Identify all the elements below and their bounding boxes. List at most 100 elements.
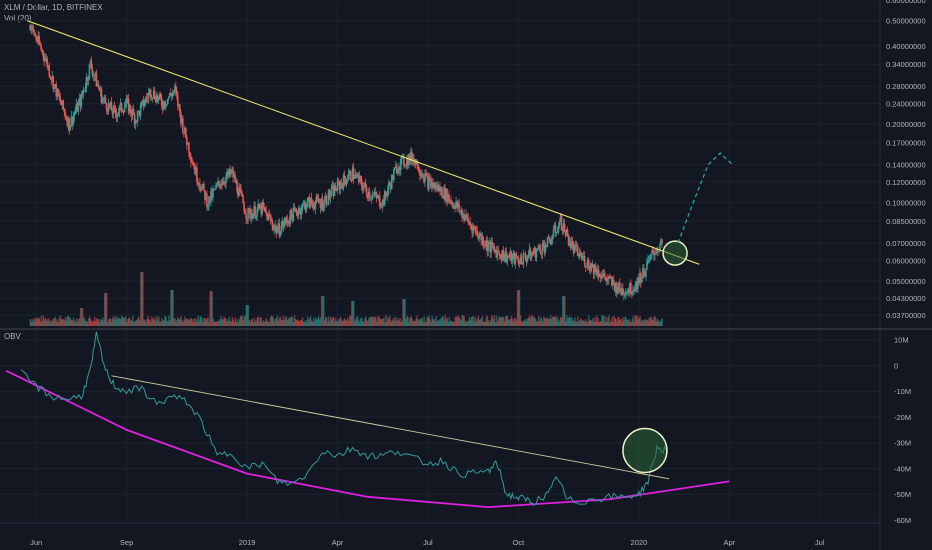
candle-body bbox=[568, 242, 571, 246]
candle-body bbox=[166, 98, 169, 105]
candle-body bbox=[120, 102, 123, 111]
volume-bar bbox=[624, 316, 626, 326]
candle-body bbox=[459, 210, 461, 212]
candle-body bbox=[268, 214, 271, 216]
volume-bar bbox=[335, 317, 337, 326]
volume-bar bbox=[296, 319, 299, 326]
volume-bar bbox=[56, 319, 59, 326]
candle-body bbox=[600, 274, 603, 279]
volume-bar bbox=[563, 296, 565, 326]
candle-body bbox=[230, 171, 232, 175]
volume-bar bbox=[47, 318, 50, 326]
volume-bar bbox=[304, 320, 307, 326]
candle-body bbox=[152, 90, 155, 98]
candle-body bbox=[619, 282, 621, 290]
candle-body bbox=[351, 167, 354, 181]
candle-body bbox=[454, 204, 456, 209]
volume-bar bbox=[605, 316, 607, 326]
candle-body bbox=[589, 263, 592, 271]
volume-bar bbox=[647, 321, 649, 326]
volume-bar bbox=[353, 300, 355, 326]
volume-bar bbox=[238, 319, 240, 326]
candle-body bbox=[85, 77, 88, 89]
volume-bar bbox=[606, 321, 608, 326]
volume-bar bbox=[211, 291, 213, 326]
volume-bar bbox=[541, 321, 544, 326]
candle-body bbox=[388, 183, 391, 185]
volume-bar bbox=[564, 296, 566, 326]
volume-bar bbox=[487, 320, 490, 326]
volume-bar bbox=[420, 318, 422, 326]
candle-body bbox=[596, 269, 599, 276]
volume-bar bbox=[592, 318, 594, 326]
price-tick-label: 0.14000000 bbox=[886, 161, 926, 170]
candle-body bbox=[229, 169, 231, 175]
volume-bar bbox=[178, 319, 180, 326]
volume-bar bbox=[66, 316, 69, 326]
volume-bar bbox=[37, 317, 40, 326]
candle-body bbox=[453, 206, 455, 209]
candle-body bbox=[309, 197, 312, 208]
volume-bar bbox=[547, 318, 550, 326]
volume-bar bbox=[88, 316, 91, 326]
candle-body bbox=[560, 214, 563, 230]
candle-body bbox=[521, 263, 524, 265]
volume-bar bbox=[190, 318, 192, 326]
volume-bar bbox=[621, 321, 623, 326]
volume-bar bbox=[159, 321, 161, 326]
volume-bar bbox=[513, 318, 516, 326]
volume-bar bbox=[490, 316, 493, 326]
candle-body bbox=[66, 119, 69, 127]
candle-body bbox=[133, 113, 136, 125]
volume-bar bbox=[567, 317, 569, 326]
volume-bar bbox=[95, 317, 98, 326]
candle-body bbox=[627, 289, 629, 292]
volume-bar bbox=[324, 316, 327, 326]
volume-bar bbox=[319, 317, 322, 326]
volume-bar bbox=[611, 316, 613, 326]
volume-bar bbox=[612, 322, 614, 326]
volume-bar bbox=[200, 316, 202, 326]
candle-body bbox=[403, 155, 405, 166]
volume-bar bbox=[250, 319, 253, 326]
volume-bar bbox=[503, 321, 506, 326]
candle-body bbox=[218, 181, 220, 184]
candle-body bbox=[433, 182, 435, 188]
volume-bar bbox=[289, 316, 292, 326]
candle-body bbox=[64, 112, 67, 118]
candle-body bbox=[567, 234, 570, 246]
volume-bar bbox=[120, 319, 122, 326]
candle-body bbox=[437, 185, 439, 192]
volume-bar bbox=[221, 319, 223, 326]
candle-body bbox=[516, 258, 519, 260]
volume-bar bbox=[559, 319, 561, 326]
candle-body bbox=[89, 60, 92, 65]
volume-bar bbox=[320, 296, 323, 326]
time-tick-label: Oct bbox=[513, 538, 526, 547]
candle-body bbox=[205, 193, 207, 200]
candle-body bbox=[586, 259, 589, 267]
volume-bar bbox=[124, 318, 126, 326]
volume-bar bbox=[113, 315, 115, 326]
candle-body bbox=[148, 89, 151, 93]
volume-bar bbox=[546, 317, 549, 326]
candle-body bbox=[425, 173, 427, 175]
volume-bar bbox=[176, 319, 178, 326]
volume-bar bbox=[164, 315, 166, 326]
candle-body bbox=[251, 213, 253, 219]
candle-body bbox=[209, 196, 211, 203]
volume-bar bbox=[218, 320, 220, 326]
volume-bar bbox=[261, 322, 264, 326]
volume-bar bbox=[585, 319, 587, 326]
volume-bar bbox=[534, 318, 537, 326]
candle-body bbox=[247, 208, 249, 220]
candle-body bbox=[344, 180, 347, 185]
candle-body bbox=[70, 116, 73, 126]
candle-body bbox=[342, 175, 345, 189]
candle-body bbox=[292, 207, 295, 222]
volume-bar bbox=[540, 318, 543, 326]
candle-body bbox=[260, 205, 262, 214]
volume-bar bbox=[400, 322, 402, 326]
candle-body bbox=[287, 221, 290, 224]
